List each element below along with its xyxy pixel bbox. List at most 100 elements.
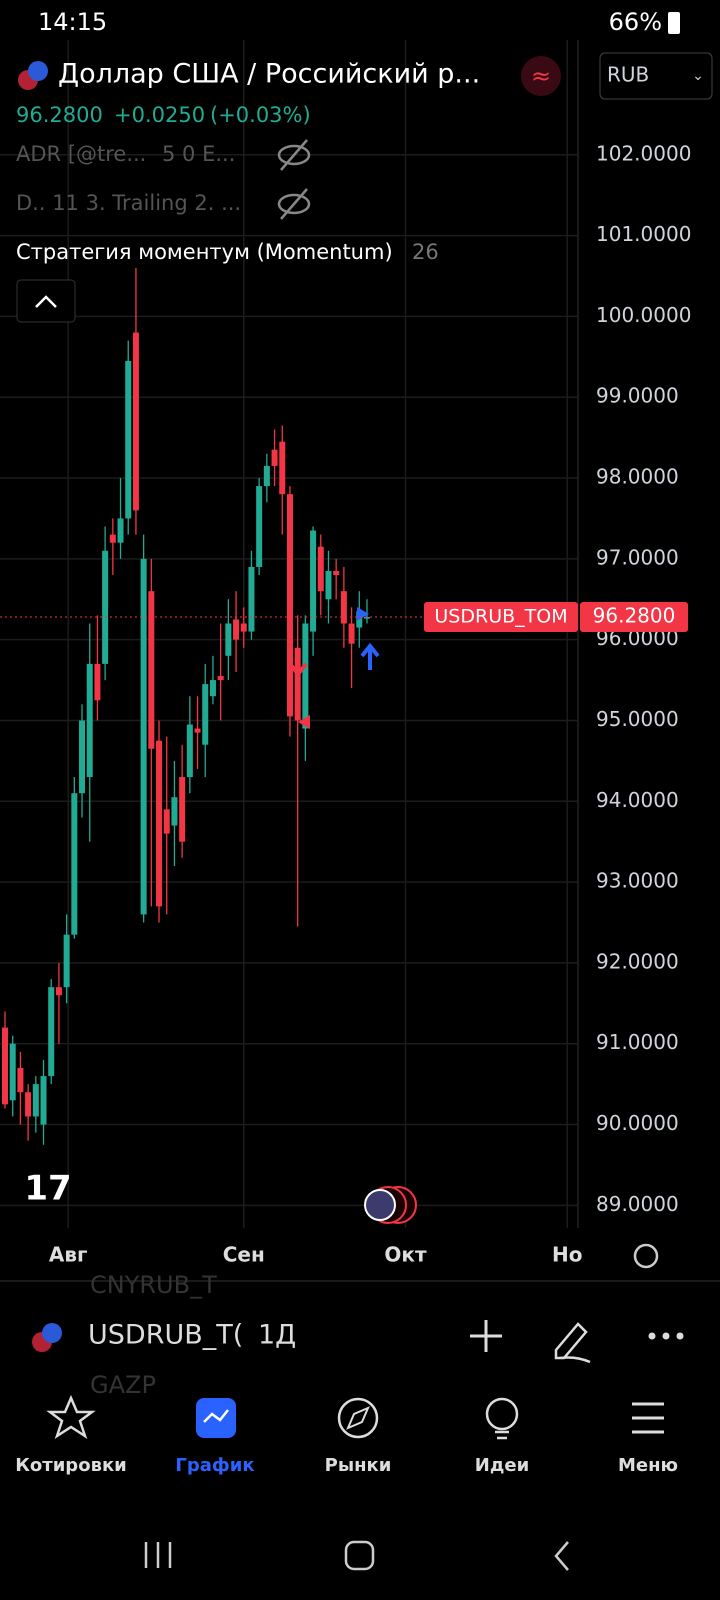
indicator-name[interactable]: D.. 11 3. Trailing 2. ... (16, 191, 241, 215)
candle-body (55, 987, 62, 996)
status-battery: 66% (609, 8, 662, 36)
logo-mark: ≈ (531, 62, 551, 90)
toolbar-symbol[interactable]: USDRUB_T( (88, 1320, 243, 1351)
symbol-tag (424, 602, 578, 633)
draw-button[interactable] (554, 1322, 591, 1364)
nav-label[interactable]: Идеи (475, 1455, 529, 1476)
candle-body (109, 534, 116, 543)
nav-icon[interactable] (46, 1394, 96, 1439)
x-tick-label: Авг (49, 1243, 88, 1267)
nav-label[interactable]: График (175, 1455, 254, 1476)
nav-icon[interactable] (337, 1397, 379, 1439)
candle-body (2, 1027, 9, 1105)
y-tick-label: 101.0000 (596, 222, 691, 246)
candle-body (363, 617, 370, 619)
candle-body (40, 1076, 47, 1125)
nav-icon[interactable] (485, 1397, 519, 1431)
indicator-name[interactable]: Стратегия моментум (Momentum) (16, 240, 393, 264)
candle-body (302, 623, 309, 729)
candle-body (171, 797, 178, 826)
nav-icon[interactable] (632, 1402, 664, 1434)
toolbar-interval[interactable]: 1Д (258, 1320, 296, 1351)
list-item: GAZP (90, 1371, 156, 1399)
collapse-button[interactable] (16, 279, 76, 323)
candle-body (279, 441, 286, 495)
bulb-base (495, 1430, 509, 1440)
candle-body (71, 793, 78, 935)
compass-needle (346, 1406, 370, 1430)
candle-body (348, 623, 355, 644)
y-tick-label: 99.0000 (596, 384, 679, 408)
flag-icon (28, 61, 48, 81)
candle-body (286, 494, 293, 717)
y-tick-label: 93.0000 (596, 869, 679, 893)
tv-logo: 17 (24, 1169, 71, 1209)
candle-body (256, 486, 263, 567)
hidden-icon[interactable] (277, 188, 311, 220)
sell-signal (288, 650, 308, 678)
y-tick-label: 92.0000 (596, 949, 679, 973)
change: +0.0250 (114, 103, 205, 127)
candle-body (17, 1067, 24, 1093)
recents-button[interactable] (144, 1542, 172, 1568)
candle-body (140, 558, 147, 915)
candle-body (333, 570, 340, 576)
list-item: CNYRUB_T (90, 1271, 217, 1299)
indicator-name[interactable]: ADR [@tre... (16, 142, 146, 166)
x-tick-label: Но (552, 1243, 582, 1267)
chevron-up (35, 295, 57, 308)
candle-body (202, 684, 209, 745)
symbol-title[interactable]: Доллар США / Российский р... (58, 59, 480, 90)
battery-icon (668, 12, 680, 34)
events[interactable] (364, 1186, 417, 1224)
candle-body (233, 619, 240, 640)
nav-label[interactable]: Котировки (15, 1455, 127, 1476)
home-button[interactable] (344, 1540, 375, 1571)
candle-body (48, 987, 55, 1077)
chart-glyph (203, 1409, 229, 1423)
back-button[interactable] (554, 1541, 569, 1571)
candle-body (263, 465, 270, 487)
dropdown-icon: ⌄ (692, 68, 704, 84)
candle-body (102, 550, 109, 664)
candle-body (186, 724, 193, 778)
more-button[interactable] (648, 1332, 684, 1340)
candle-body (325, 570, 332, 600)
candle-body (156, 740, 163, 907)
candle-body (86, 663, 93, 778)
add-button[interactable] (470, 1320, 502, 1352)
indicator-params: 5 0 E... (162, 142, 235, 166)
candle-body (117, 518, 124, 543)
settings-icon[interactable] (633, 1243, 659, 1269)
candle-body (9, 1043, 16, 1101)
y-tick-label: 89.0000 (596, 1192, 679, 1216)
candle-body (340, 591, 347, 624)
candle-body (63, 934, 70, 988)
y-tick-label: 94.0000 (596, 788, 679, 812)
candle-body (94, 663, 101, 701)
candle-body (79, 720, 86, 794)
price-tag (580, 602, 688, 633)
candle-body (317, 546, 324, 592)
candle-body (294, 647, 301, 721)
candle-body (32, 1084, 39, 1117)
candle-body (310, 530, 317, 632)
flag-icon (42, 1323, 62, 1343)
x-tick-label: Окт (384, 1243, 427, 1267)
y-tick-label: 97.0000 (596, 545, 679, 569)
hidden-icon[interactable] (277, 139, 311, 171)
y-tick-label: 91.0000 (596, 1030, 679, 1054)
logo-button[interactable] (521, 56, 561, 96)
candle-body (125, 360, 132, 519)
candles (2, 267, 370, 1145)
y-tick-label: 95.0000 (596, 707, 679, 731)
exit-signal (298, 715, 310, 729)
candle-body (209, 680, 216, 697)
currency-select[interactable] (599, 52, 713, 100)
y-tick-label: 102.0000 (596, 141, 691, 165)
nav-label[interactable]: Меню (618, 1455, 678, 1476)
nav-label[interactable]: Рынки (325, 1455, 392, 1476)
candle-body (163, 809, 170, 834)
